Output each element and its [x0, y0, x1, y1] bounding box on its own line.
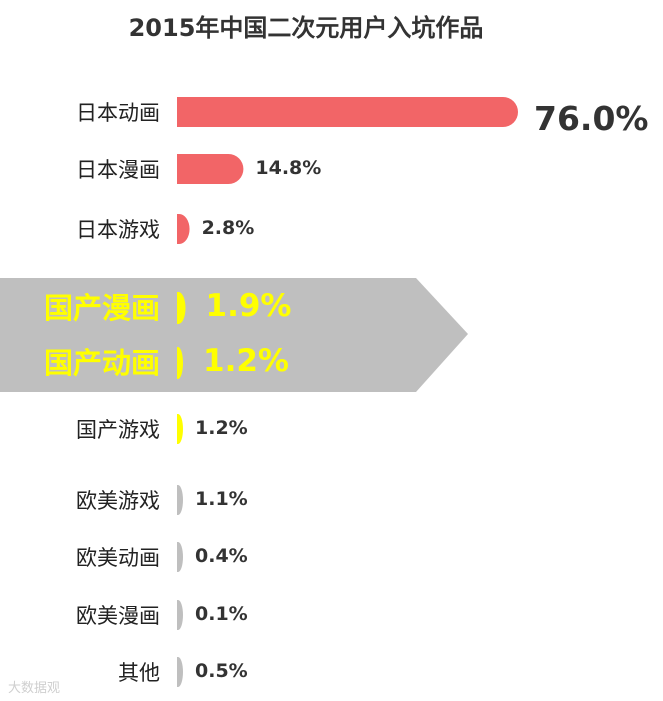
- value-label: 1.9%: [206, 288, 292, 324]
- category-label: 欧美动画: [76, 546, 160, 570]
- bar: [177, 214, 190, 244]
- category-label: 国产动画: [44, 346, 160, 380]
- value-label: 1.2%: [195, 417, 248, 439]
- bar: [177, 414, 183, 444]
- watermark-text: 大数据观: [8, 681, 60, 696]
- bar: [177, 292, 186, 324]
- bar: [177, 542, 183, 572]
- bar: [177, 97, 518, 127]
- value-label: 2.8%: [202, 217, 255, 239]
- highlight-arrow-band: [0, 278, 468, 392]
- category-label: 国产游戏: [76, 418, 160, 442]
- value-label: 1.2%: [203, 343, 289, 379]
- category-label: 欧美漫画: [76, 604, 160, 628]
- bar: [177, 347, 183, 379]
- value-label: 14.8%: [255, 157, 321, 179]
- bar: [177, 154, 244, 184]
- category-label: 日本游戏: [76, 218, 160, 242]
- bars-group: 日本动画 76.0% 日本漫画 14.8% 日本游戏 2.8% 国产漫画 1.9% 国产动画 1.…: [44, 97, 649, 687]
- bar: [177, 657, 183, 687]
- value-label: 1.1%: [195, 488, 248, 510]
- value-label: 0.1%: [195, 603, 248, 625]
- category-label: 国产漫画: [44, 291, 160, 325]
- bar: [177, 485, 183, 515]
- category-label: 日本漫画: [76, 158, 160, 182]
- category-label: 欧美游戏: [76, 489, 160, 513]
- category-label: 其他: [118, 661, 160, 685]
- chart-title: 2015年中国二次元用户入坑作品: [129, 14, 484, 42]
- value-label: 0.5%: [195, 660, 248, 682]
- value-label: 76.0%: [534, 99, 649, 138]
- value-label: 0.4%: [195, 545, 248, 567]
- bar: [177, 600, 183, 630]
- category-label: 日本动画: [76, 101, 160, 125]
